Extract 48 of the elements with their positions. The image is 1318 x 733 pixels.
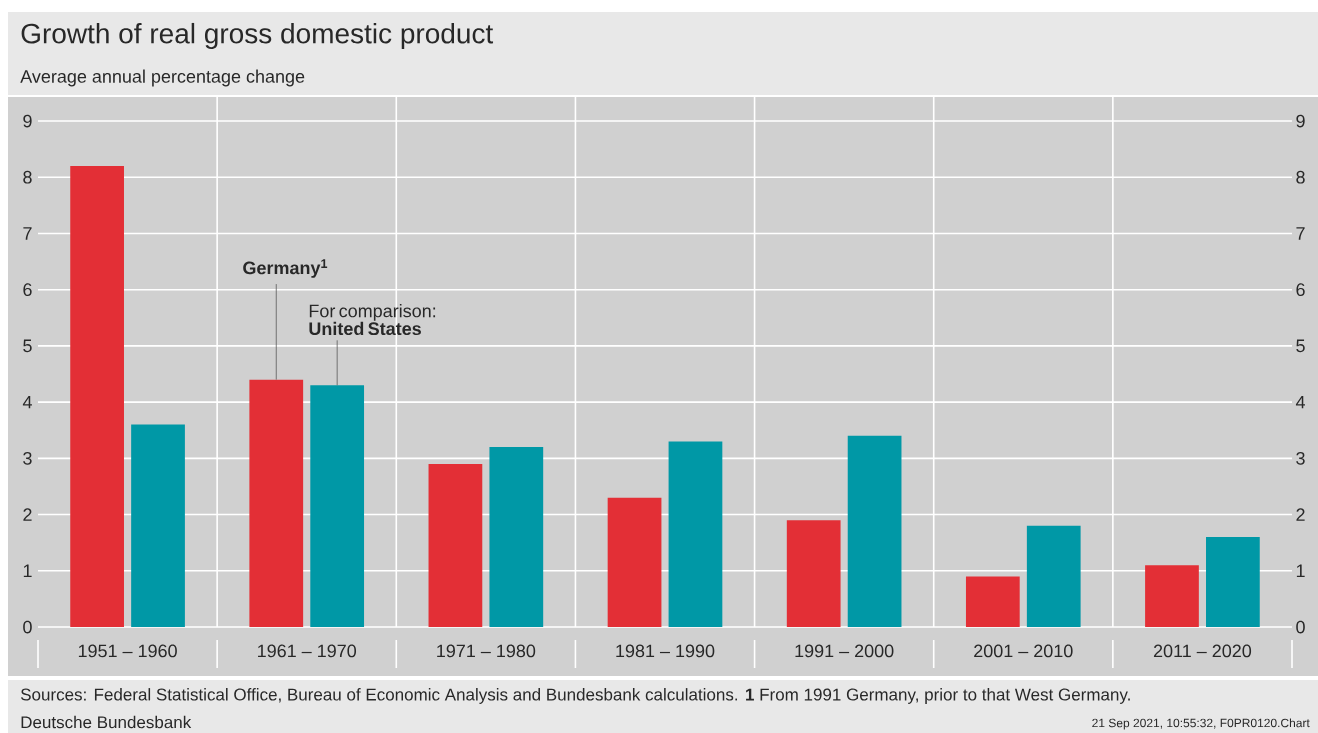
x-tick-label: 2011 – 2020	[1153, 644, 1252, 658]
y-tick-label: 0	[23, 620, 32, 634]
x-tick-label: 1961 – 1970	[258, 644, 357, 658]
y2-tick-label: 3	[1296, 451, 1305, 465]
bar	[965, 576, 1020, 628]
y-tick-label: 1	[23, 564, 32, 577]
bar	[668, 441, 723, 628]
bar	[1145, 565, 1199, 628]
chart-title: Growth of real gross domestic product	[21, 22, 494, 50]
bar	[1026, 525, 1081, 628]
bar	[310, 385, 365, 628]
x-tick-label: 1971 – 1980	[437, 644, 536, 658]
y2-tick-label: 9	[1296, 114, 1305, 128]
y-tick-label: 3	[23, 451, 32, 465]
bar	[249, 379, 304, 628]
chart-subtitle: Average annual percentage change	[20, 69, 305, 87]
x-tick-label: 1981 – 1990	[616, 644, 715, 658]
y2-tick-label: 8	[1296, 170, 1305, 184]
x-tick-label: 1991 – 2000	[795, 644, 894, 658]
y2-tick-label: 7	[1296, 227, 1305, 240]
y-tick-label: 6	[23, 283, 32, 297]
bar	[428, 463, 483, 628]
text: 21 Sep 2021, 10:55:32, F0PR0120.Chart	[1092, 718, 1310, 730]
source-note: Sources: Federal Statistical Office, Bureau of Economic Analysis and Bundesbank calculations. 1 From 1991 Germany, prior to that West Germany.	[20, 688, 1130, 704]
bar	[131, 424, 185, 628]
y-tick-label: 7	[23, 227, 32, 240]
bar	[786, 520, 841, 628]
bar	[607, 497, 662, 628]
y-tick-label: 2	[23, 508, 32, 521]
y-tick-label: 9	[23, 114, 32, 128]
x-tick-label: 1951 – 1960	[78, 644, 177, 658]
text: Deutsche Bundesbank	[21, 715, 192, 729]
y-tick-label: 5	[23, 339, 32, 353]
bar	[70, 165, 124, 628]
text: Germany$^{1}$	[243, 259, 328, 278]
y2-tick-label: 1	[1296, 564, 1305, 577]
y-tick-label: 8	[23, 170, 32, 184]
bar	[1206, 537, 1260, 628]
y-tick-label: 4	[22, 395, 32, 409]
y2-tick-label: 6	[1296, 283, 1305, 297]
bar	[489, 447, 544, 628]
y2-tick-label: 5	[1296, 339, 1305, 353]
text: For comparison: United States	[309, 304, 436, 336]
x-tick-label: 2001 – 2010	[974, 644, 1073, 658]
y2-tick-label: 0	[1296, 620, 1305, 634]
bar	[847, 435, 902, 628]
y2-tick-label: 4	[1295, 395, 1306, 409]
y2-tick-label: 2	[1296, 508, 1305, 521]
